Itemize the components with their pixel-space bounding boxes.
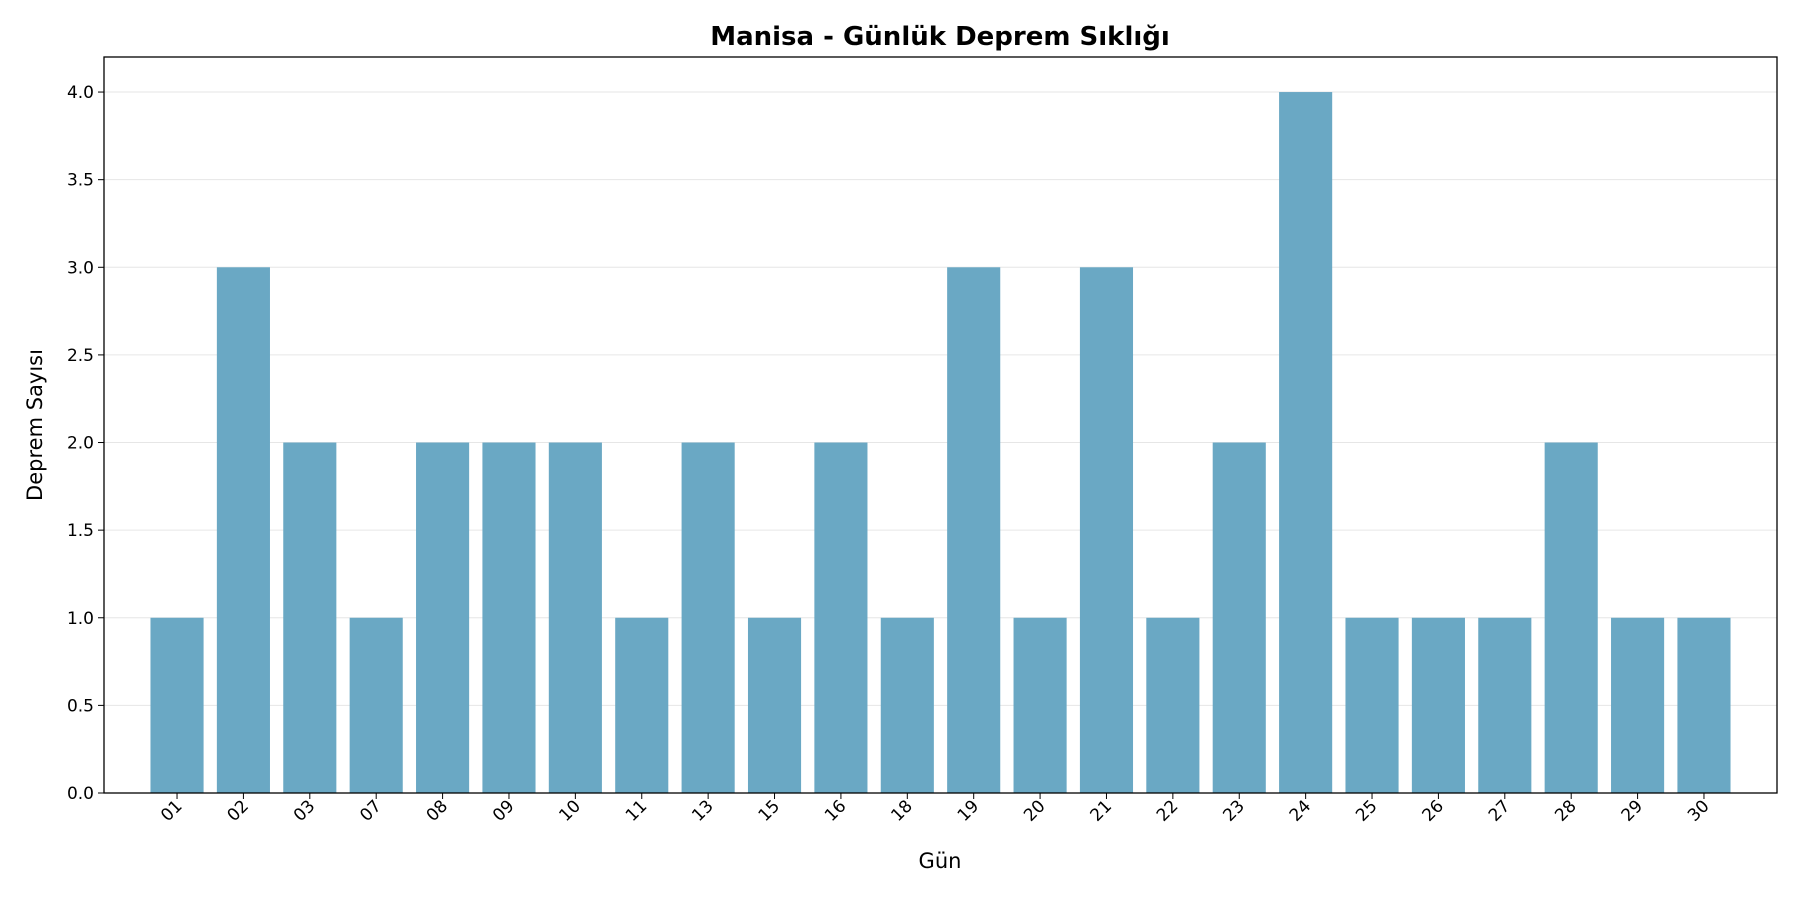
x-tick-label: 25 bbox=[1352, 796, 1381, 825]
y-tick-label: 0.5 bbox=[67, 696, 94, 716]
x-tick-label: 15 bbox=[755, 796, 784, 825]
x-tick-label: 19 bbox=[954, 796, 983, 825]
bar bbox=[416, 442, 470, 793]
bar bbox=[947, 267, 1001, 793]
x-tick-label: 22 bbox=[1153, 796, 1182, 825]
bar bbox=[349, 617, 403, 793]
x-tick-label: 21 bbox=[1087, 796, 1116, 825]
bar bbox=[1345, 617, 1399, 793]
x-tick-label: 20 bbox=[1020, 796, 1049, 825]
bar bbox=[150, 617, 204, 793]
y-tick-label: 3.5 bbox=[67, 171, 94, 191]
y-tick-label: 1.5 bbox=[67, 521, 94, 541]
y-axis-label: Deprem Sayısı bbox=[23, 349, 47, 501]
x-tick-label: 02 bbox=[224, 796, 253, 825]
bar bbox=[615, 617, 669, 793]
y-tick-label: 1.0 bbox=[67, 609, 94, 629]
bar bbox=[747, 617, 802, 793]
plot-frame bbox=[103, 56, 1778, 794]
x-tick-label: 18 bbox=[887, 796, 916, 825]
x-tick-label: 08 bbox=[423, 796, 452, 825]
bar bbox=[681, 442, 735, 793]
x-tick-label: 11 bbox=[622, 796, 651, 825]
bar bbox=[548, 442, 602, 793]
bar bbox=[482, 442, 536, 793]
x-tick-label: 23 bbox=[1219, 796, 1248, 825]
bar bbox=[1212, 442, 1266, 793]
x-tick-label: 28 bbox=[1551, 796, 1580, 825]
x-axis-label: Gün bbox=[919, 849, 962, 873]
x-tick-label: 01 bbox=[157, 796, 186, 825]
bar bbox=[1013, 617, 1067, 793]
bar bbox=[1611, 617, 1665, 793]
bar bbox=[1478, 617, 1532, 793]
x-tick-label: 16 bbox=[821, 796, 850, 825]
x-tick-label: 27 bbox=[1485, 796, 1514, 825]
bar bbox=[1677, 617, 1731, 793]
x-tick-label: 10 bbox=[555, 796, 584, 825]
bar bbox=[1544, 442, 1598, 793]
bar bbox=[1079, 267, 1134, 793]
y-tick-label: 0.0 bbox=[67, 784, 94, 804]
x-tick-label: 03 bbox=[290, 796, 319, 825]
x-tick-label: 30 bbox=[1684, 796, 1713, 825]
bar bbox=[283, 442, 337, 793]
bar bbox=[1279, 92, 1333, 794]
y-tick-label: 2.5 bbox=[67, 346, 94, 366]
y-tick-label: 3.0 bbox=[67, 258, 94, 278]
x-tick-label: 13 bbox=[688, 796, 717, 825]
bar bbox=[1146, 617, 1200, 793]
bar bbox=[814, 442, 868, 793]
bar bbox=[216, 267, 270, 793]
x-tick-label: 26 bbox=[1419, 796, 1448, 825]
y-tick-label: 4.0 bbox=[67, 83, 94, 103]
y-tick-label: 2.0 bbox=[67, 434, 94, 454]
x-tick-label: 29 bbox=[1618, 796, 1647, 825]
bar bbox=[1411, 617, 1465, 793]
x-tick-label: 07 bbox=[356, 796, 385, 825]
chart-title: Manisa - Günlük Deprem Sıklığı bbox=[710, 22, 1170, 52]
bar bbox=[880, 617, 934, 793]
x-tick-label: 09 bbox=[489, 796, 518, 825]
x-tick-label: 24 bbox=[1286, 796, 1315, 825]
